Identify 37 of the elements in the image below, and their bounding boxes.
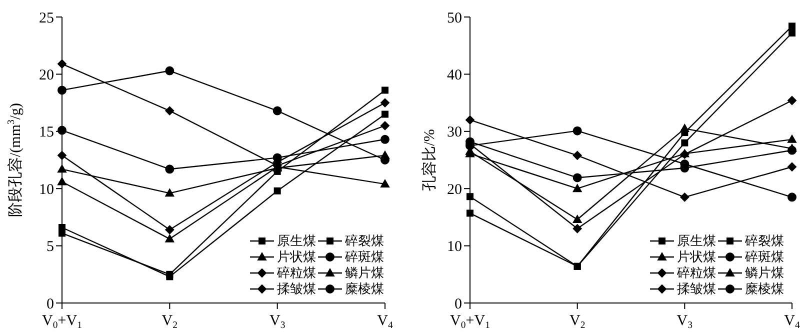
- x-tick-label: V$_{0}$+V$_{1}$: [450, 313, 490, 330]
- legend-label: 鳞片煤: [745, 265, 784, 281]
- legend-label: 揉皱煤: [277, 281, 316, 297]
- legend-label: 片状煤: [677, 249, 716, 265]
- legend-label: 原生煤: [277, 233, 316, 249]
- y-tick-label: 0: [454, 296, 462, 312]
- y-tick-label: 40: [447, 68, 462, 84]
- legend-label: 碎斑煤: [745, 249, 784, 265]
- legend-label: 糜棱煤: [745, 281, 784, 297]
- x-tick-label: V$_{3}$: [269, 313, 286, 330]
- legend-label: 片状煤: [277, 249, 316, 265]
- x-tick-label: V$_{2}$: [162, 313, 178, 330]
- legend-label: 碎斑煤: [345, 249, 384, 265]
- legend-label: 揉皱煤: [677, 281, 716, 297]
- y-tick-label: 30: [447, 124, 462, 141]
- legend-label: 碎裂煤: [745, 233, 784, 249]
- y-tick-label: 10: [447, 239, 462, 256]
- y-tick-label: 10: [39, 182, 54, 198]
- legend-label: 碎粒煤: [277, 265, 316, 281]
- y-tick-label: 0: [46, 296, 54, 312]
- y-tick-label: 20: [39, 68, 54, 84]
- x-tick-label: V$_{2}$: [569, 313, 586, 330]
- y-tick-label: 5: [46, 239, 54, 256]
- x-tick-label: V$_{4}$: [377, 313, 393, 330]
- x-tick-label: V$_{0}$+V$_{1}$: [42, 313, 82, 330]
- legend-label: 原生煤: [677, 233, 716, 249]
- y-axis-title: 孔容比/%: [421, 129, 438, 191]
- x-tick-label: V$_{3}$: [676, 313, 693, 330]
- legend-label: 糜棱煤: [345, 281, 384, 297]
- y-tick-label: 20: [447, 182, 462, 198]
- x-tick-label: V$_{4}$: [784, 313, 800, 330]
- legend-label: 碎裂煤: [345, 233, 384, 249]
- y-tick-label: 50: [447, 10, 462, 26]
- y-tick-label: 25: [39, 10, 54, 26]
- y-tick-label: 15: [39, 124, 54, 141]
- legend-label: 鳞片煤: [345, 265, 384, 281]
- legend-label: 碎粒煤: [677, 265, 716, 281]
